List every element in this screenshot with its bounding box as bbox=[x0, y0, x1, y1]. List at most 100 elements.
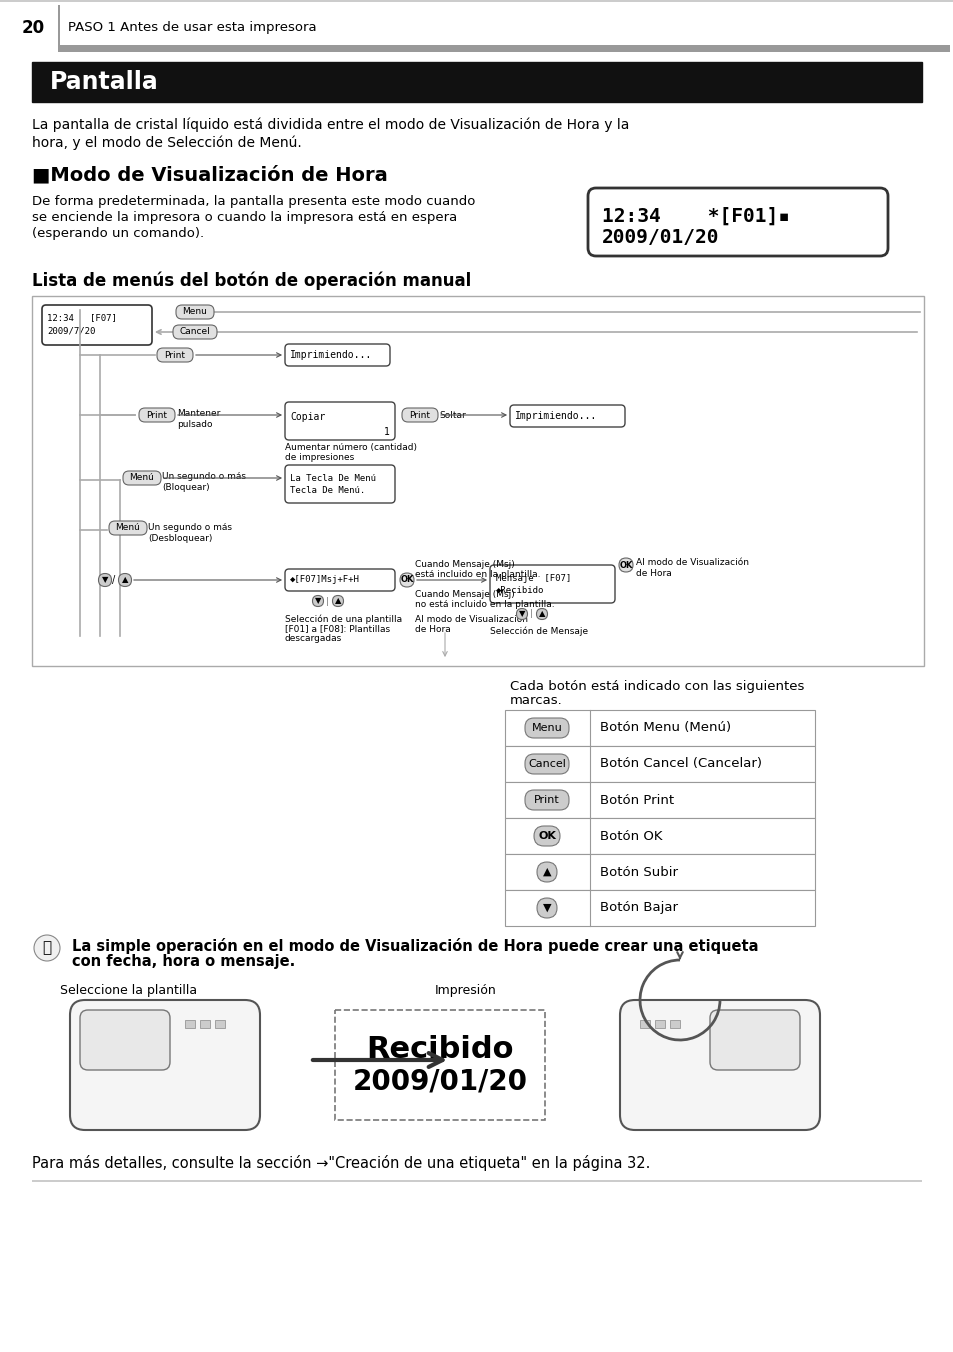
Text: Botón Cancel (Cancelar): Botón Cancel (Cancelar) bbox=[599, 757, 761, 771]
Text: Seleccione la plantilla: Seleccione la plantilla bbox=[60, 984, 197, 996]
Bar bbox=[0, 0, 953, 1]
Text: Pantalla: Pantalla bbox=[50, 70, 158, 95]
FancyBboxPatch shape bbox=[175, 306, 213, 319]
Text: ▼: ▼ bbox=[518, 610, 525, 618]
FancyBboxPatch shape bbox=[516, 608, 527, 619]
Text: pulsado: pulsado bbox=[177, 420, 213, 429]
FancyBboxPatch shape bbox=[399, 573, 414, 587]
Bar bbox=[504, 710, 814, 746]
Text: se enciende la impresora o cuando la impresora está en espera: se enciende la impresora o cuando la imp… bbox=[32, 211, 456, 224]
FancyBboxPatch shape bbox=[285, 465, 395, 503]
Text: de Hora: de Hora bbox=[636, 569, 671, 579]
Text: Selección de Mensaje: Selección de Mensaje bbox=[490, 627, 587, 637]
Text: La pantalla de cristal líquido está dividida entre el modo de Visualización de H: La pantalla de cristal líquido está divi… bbox=[32, 118, 629, 132]
Text: 12:34   [F07]: 12:34 [F07] bbox=[47, 314, 117, 322]
Text: Cuando Mensaje (Msj): Cuando Mensaje (Msj) bbox=[415, 560, 515, 569]
Text: 20: 20 bbox=[22, 19, 45, 37]
Text: no está incluido en la plantilla.: no está incluido en la plantilla. bbox=[415, 600, 554, 608]
Text: Cancel: Cancel bbox=[179, 327, 211, 337]
Text: 2009/01/20: 2009/01/20 bbox=[352, 1068, 527, 1096]
Text: De forma predeterminada, la pantalla presenta este modo cuando: De forma predeterminada, la pantalla pre… bbox=[32, 195, 475, 208]
FancyBboxPatch shape bbox=[98, 573, 112, 587]
Bar bbox=[655, 1019, 664, 1028]
Text: Para más detalles, consulte la sección →"Creación de una etiqueta" en la página : Para más detalles, consulte la sección →… bbox=[32, 1155, 650, 1171]
Text: 💡: 💡 bbox=[42, 941, 51, 956]
Text: Botón Menu (Menú): Botón Menu (Menú) bbox=[599, 722, 730, 734]
Text: de impresiones: de impresiones bbox=[285, 453, 354, 462]
FancyBboxPatch shape bbox=[109, 521, 147, 535]
Text: Print: Print bbox=[534, 795, 559, 804]
Text: (Bloquear): (Bloquear) bbox=[162, 483, 210, 492]
Bar bbox=[504, 746, 814, 781]
Text: Impresión: Impresión bbox=[435, 984, 497, 996]
Text: descargadas: descargadas bbox=[285, 634, 342, 644]
Bar bbox=[639, 1019, 649, 1028]
FancyBboxPatch shape bbox=[534, 826, 559, 846]
Bar bbox=[185, 1019, 194, 1028]
Text: ▲: ▲ bbox=[542, 867, 551, 877]
Bar bbox=[335, 1010, 544, 1119]
FancyBboxPatch shape bbox=[285, 343, 390, 366]
Text: Mantener: Mantener bbox=[177, 410, 220, 418]
FancyBboxPatch shape bbox=[172, 324, 216, 339]
FancyBboxPatch shape bbox=[524, 790, 568, 810]
FancyBboxPatch shape bbox=[123, 470, 161, 485]
Text: Lista de menús del botón de operación manual: Lista de menús del botón de operación ma… bbox=[32, 272, 471, 291]
Text: Cancel: Cancel bbox=[528, 758, 565, 769]
FancyBboxPatch shape bbox=[157, 347, 193, 362]
Text: 2009/7/20: 2009/7/20 bbox=[47, 326, 95, 335]
Bar bbox=[58, 5, 60, 45]
Bar bbox=[504, 818, 814, 854]
Text: /: / bbox=[112, 575, 115, 585]
FancyBboxPatch shape bbox=[401, 408, 437, 422]
Text: Botón Print: Botón Print bbox=[599, 794, 674, 807]
FancyBboxPatch shape bbox=[536, 608, 547, 619]
Text: Print: Print bbox=[164, 350, 185, 360]
Text: Cada botón está indicado con las siguientes: Cada botón está indicado con las siguien… bbox=[510, 680, 803, 694]
Text: ◆Recibido: ◆Recibido bbox=[496, 585, 544, 595]
Text: Botón OK: Botón OK bbox=[599, 830, 661, 842]
FancyBboxPatch shape bbox=[490, 565, 615, 603]
Text: Menú: Menú bbox=[115, 523, 140, 533]
Text: ▼: ▼ bbox=[314, 596, 321, 606]
FancyBboxPatch shape bbox=[619, 1000, 820, 1130]
Circle shape bbox=[34, 936, 60, 961]
Bar bbox=[504, 781, 814, 818]
Text: Un segundo o más: Un segundo o más bbox=[162, 472, 246, 481]
FancyBboxPatch shape bbox=[285, 569, 395, 591]
Text: OK: OK bbox=[537, 831, 556, 841]
Text: marcas.: marcas. bbox=[510, 694, 562, 707]
Bar bbox=[32, 296, 923, 667]
FancyBboxPatch shape bbox=[524, 754, 568, 773]
Text: con fecha, hora o mensaje.: con fecha, hora o mensaje. bbox=[71, 955, 294, 969]
Text: Un segundo o más: Un segundo o más bbox=[148, 523, 232, 531]
Text: Botón Subir: Botón Subir bbox=[599, 865, 678, 879]
Bar bbox=[504, 854, 814, 890]
Bar bbox=[669, 1019, 679, 1028]
Text: ▲: ▲ bbox=[335, 596, 341, 606]
Text: Soltar: Soltar bbox=[438, 411, 465, 419]
FancyBboxPatch shape bbox=[587, 188, 887, 256]
Text: ■Modo de Visualización de Hora: ■Modo de Visualización de Hora bbox=[32, 165, 387, 184]
Bar bbox=[504, 890, 814, 926]
FancyBboxPatch shape bbox=[618, 558, 633, 572]
Text: ▼: ▼ bbox=[102, 576, 108, 584]
Text: Imprimiendo...: Imprimiendo... bbox=[290, 350, 372, 360]
Text: Aumentar número (cantidad): Aumentar número (cantidad) bbox=[285, 443, 416, 452]
Text: Cuando Mensaje (Msj): Cuando Mensaje (Msj) bbox=[415, 589, 515, 599]
FancyBboxPatch shape bbox=[510, 406, 624, 427]
Text: Menu: Menu bbox=[182, 307, 207, 316]
Text: Al modo de Visualización: Al modo de Visualización bbox=[636, 558, 748, 566]
Text: Menú: Menú bbox=[130, 473, 154, 483]
Text: Selección de una plantilla: Selección de una plantilla bbox=[285, 614, 402, 623]
Text: 12:34    *[F01]▪: 12:34 *[F01]▪ bbox=[601, 207, 789, 226]
Text: Al modo de Visualización: Al modo de Visualización bbox=[415, 615, 527, 625]
Text: 2009/01/20: 2009/01/20 bbox=[601, 228, 719, 247]
Text: La simple operación en el modo de Visualización de Hora puede crear una etiqueta: La simple operación en el modo de Visual… bbox=[71, 938, 758, 955]
Text: OK: OK bbox=[618, 561, 632, 569]
Text: [F01] a [F08]: Plantillas: [F01] a [F08]: Plantillas bbox=[285, 625, 390, 633]
FancyBboxPatch shape bbox=[118, 573, 132, 587]
FancyBboxPatch shape bbox=[524, 718, 568, 738]
FancyBboxPatch shape bbox=[537, 863, 557, 882]
Text: ▲: ▲ bbox=[538, 610, 545, 618]
